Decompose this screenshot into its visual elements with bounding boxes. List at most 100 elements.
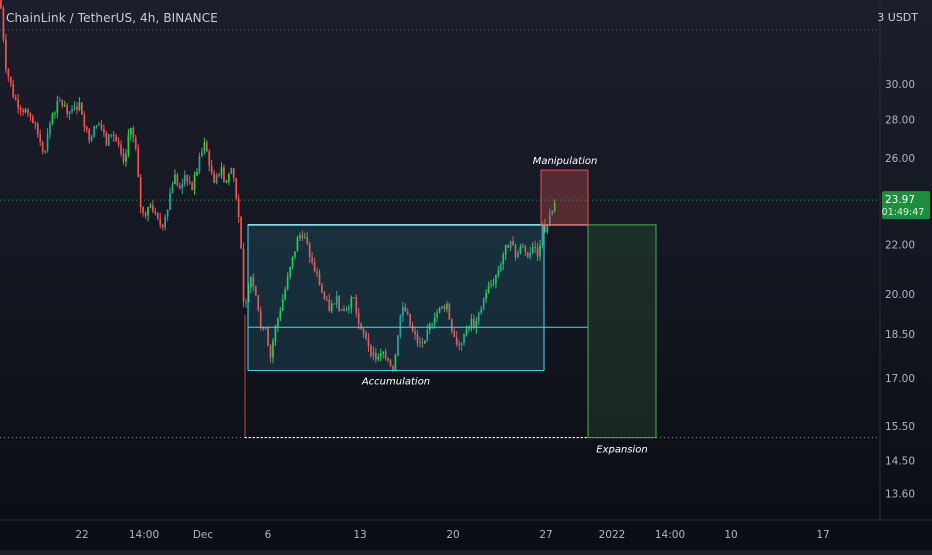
candle <box>198 152 201 174</box>
candle-body <box>406 311 409 314</box>
candle-body <box>198 156 201 172</box>
candle <box>14 94 17 101</box>
candle-body <box>103 128 105 133</box>
candle-body <box>534 246 536 248</box>
candle-body <box>73 106 76 109</box>
candle <box>311 251 313 265</box>
candle <box>46 127 49 153</box>
candle <box>531 242 534 255</box>
candle <box>509 240 512 252</box>
candle-body <box>286 276 289 290</box>
candle <box>414 326 416 340</box>
candle <box>85 125 88 133</box>
currency-unit-label[interactable]: 3 USDT <box>877 11 918 24</box>
accumulation-label: Accumulation <box>361 376 430 387</box>
candle-body <box>299 235 301 238</box>
candle <box>362 327 365 339</box>
candle-body <box>61 100 64 106</box>
candle-body <box>142 207 144 213</box>
candle <box>455 331 458 347</box>
candle <box>203 137 206 155</box>
candle-body <box>343 308 345 311</box>
candle <box>335 290 338 309</box>
candle <box>259 306 262 331</box>
x-tick-label: 2022 <box>599 529 626 541</box>
candle-body <box>333 303 336 305</box>
candle <box>534 240 536 254</box>
candle <box>122 148 125 165</box>
candle-body <box>240 217 242 249</box>
candle-body <box>485 293 487 299</box>
y-tick-label: 13.60 <box>885 489 915 501</box>
candle-body <box>245 301 247 303</box>
candle-body <box>553 202 556 212</box>
candle-body <box>370 345 372 356</box>
candle-body <box>316 271 318 274</box>
candle <box>338 295 340 313</box>
candle <box>475 316 478 334</box>
candle-body <box>360 323 362 329</box>
candle <box>2 5 5 43</box>
candle-body <box>375 352 377 360</box>
candle <box>24 107 27 114</box>
candle <box>375 348 377 363</box>
candle <box>384 348 387 361</box>
candle-body <box>56 101 59 113</box>
candle-body <box>529 252 532 258</box>
candle <box>497 265 500 278</box>
candle <box>134 134 137 152</box>
candle-body <box>433 317 436 324</box>
candle-body <box>382 351 385 354</box>
candle <box>32 114 34 124</box>
candle-body <box>294 251 296 257</box>
x-tick-label: 13 <box>353 529 366 541</box>
candle <box>208 149 211 172</box>
candle-body <box>438 307 441 313</box>
candle-body <box>448 304 451 320</box>
candle-body <box>460 343 463 345</box>
candle-body <box>169 193 171 210</box>
candle <box>169 187 171 211</box>
expansion-box[interactable] <box>587 224 657 439</box>
current-price-badge[interactable] <box>882 191 930 220</box>
candle-body <box>281 299 284 311</box>
candle <box>318 269 321 286</box>
candle-body <box>44 150 46 152</box>
accumulation-box[interactable] <box>247 224 545 371</box>
manipulation-box[interactable] <box>540 169 589 226</box>
candle <box>183 170 186 187</box>
candle <box>166 209 169 222</box>
candle-body <box>218 174 220 176</box>
candle-body <box>137 148 140 177</box>
candle <box>524 244 527 256</box>
candle-body <box>475 320 478 328</box>
y-tick-label: 18.50 <box>885 329 915 341</box>
candle-body <box>179 185 181 189</box>
candle-body <box>134 137 137 149</box>
candle <box>330 299 333 314</box>
candle <box>63 100 66 108</box>
candle-body <box>384 351 387 359</box>
candle-body <box>164 216 166 228</box>
candle-body <box>17 99 19 108</box>
candle-body <box>330 303 333 311</box>
candle <box>22 107 24 116</box>
candle <box>223 164 225 183</box>
candle <box>220 162 223 180</box>
candle <box>235 177 238 201</box>
candle <box>34 121 37 130</box>
candle-body <box>421 342 424 344</box>
candle-body <box>132 127 135 138</box>
candle-body <box>0 0 2 9</box>
candle <box>377 353 380 362</box>
candle-body <box>93 126 95 137</box>
candle-body <box>90 136 93 141</box>
candle-body <box>303 237 306 239</box>
candle-body <box>7 69 10 77</box>
candle-body <box>107 134 110 146</box>
x-tick-label: 10 <box>724 529 737 541</box>
candle <box>174 169 176 185</box>
candle <box>401 301 404 323</box>
